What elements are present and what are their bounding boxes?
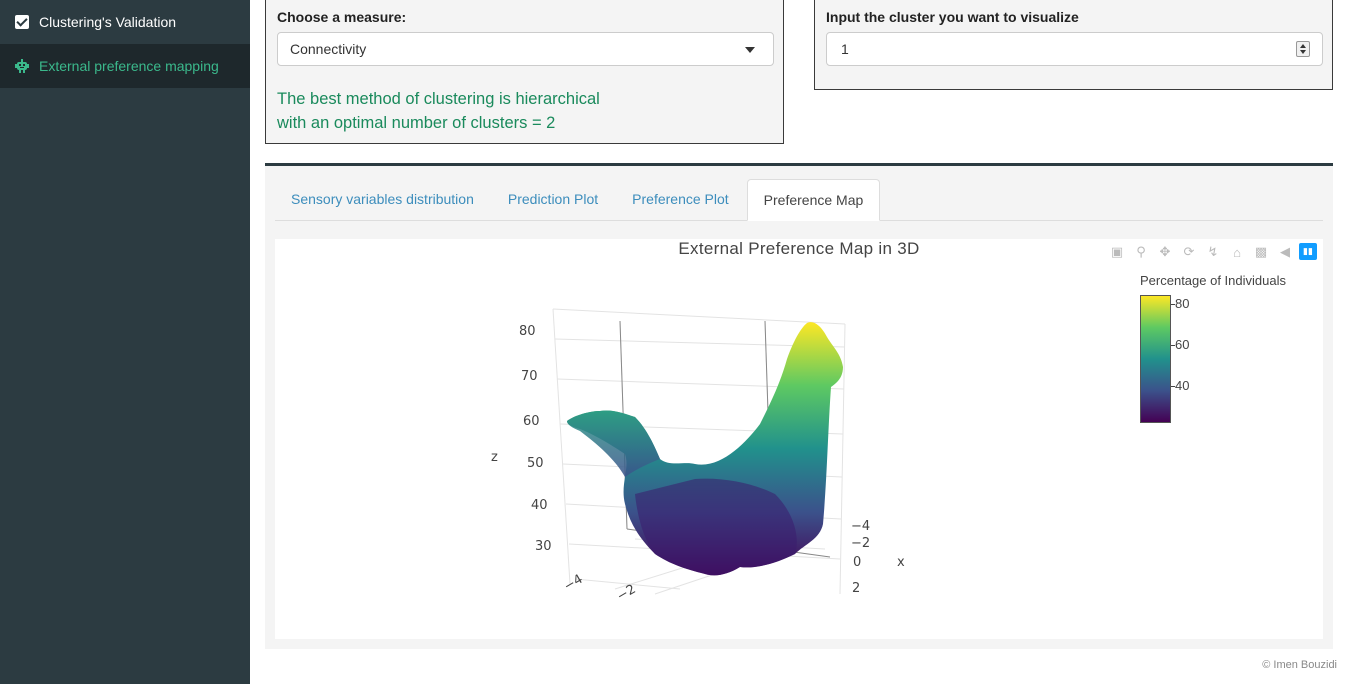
measure-label: Choose a measure: <box>277 9 407 25</box>
colorbar-tick-label: 80 <box>1175 296 1190 311</box>
x-tick-label: 2 <box>852 581 860 596</box>
home-icon[interactable]: ⌂ <box>1233 244 1241 260</box>
tab-preference-plot[interactable]: Preference Plot <box>632 191 729 207</box>
result-line-1: The best method of clustering is hierarc… <box>277 90 600 108</box>
colorbar-tickmark <box>1171 345 1175 346</box>
best-method-text: The best method of clustering is hierarc… <box>277 87 600 135</box>
cluster-number-input[interactable]: 1 <box>826 32 1323 66</box>
pan-icon[interactable]: ✥ <box>1159 244 1171 259</box>
plotly-logo-icon[interactable]: ▮▮ <box>1299 243 1317 260</box>
result-line-2: with an optimal number of clusters = 2 <box>277 114 556 132</box>
tab-box: Sensory variables distribution Predictio… <box>265 163 1333 649</box>
robot-icon <box>15 59 29 73</box>
tab-prediction-plot[interactable]: Prediction Plot <box>507 191 599 207</box>
measure-select-value: Connectivity <box>290 41 367 57</box>
measure-box: Choose a measure: Connectivity The best … <box>265 0 784 144</box>
x-ticks: −4 −2 0 2 <box>851 519 870 596</box>
tab-bar: Sensory variables distribution Predictio… <box>275 179 1323 221</box>
cluster-box: Input the cluster you want to visualize … <box>814 0 1333 90</box>
footer-credit: © Imen Bouzidi <box>1262 659 1337 671</box>
z-ticks: 80 70 60 50 40 30 <box>519 324 552 554</box>
sidebar-item-label: External preference mapping <box>39 58 219 74</box>
surface-3d-plot[interactable]: z 80 70 60 50 40 30 x −4 −2 0 2 −4 <box>275 239 975 639</box>
zoom-icon[interactable]: ⚲ <box>1136 244 1146 259</box>
colorbar-tick-label: 40 <box>1175 378 1190 393</box>
y-tick-label: −4 <box>562 572 586 595</box>
cluster-number-value: 1 <box>841 41 849 57</box>
x-tick-label: −4 <box>851 519 870 534</box>
chart-title: External Preference Map in 3D <box>678 239 920 258</box>
z-tick-label: 60 <box>523 414 540 429</box>
chevron-down-icon <box>745 47 755 53</box>
check-square-icon <box>15 15 29 29</box>
camera-icon[interactable]: ▣ <box>1110 244 1124 259</box>
colorbar <box>1140 295 1171 423</box>
orbit-rotate-icon[interactable]: ⟳ <box>1183 244 1195 259</box>
sidebar: Clustering's Validation External prefere… <box>0 0 250 684</box>
surface-valley <box>635 478 797 576</box>
plot-modebar: ▣ ⚲ ✥ ⟳ ↯ ⌂ ▩ ◀ ▮▮ <box>1107 243 1317 261</box>
hover-tag-icon[interactable]: ◀ <box>1280 244 1290 259</box>
sidebar-item-clustering-validation[interactable]: Clustering's Validation <box>0 0 250 44</box>
z-axis-label: z <box>491 450 498 465</box>
main-content: Choose a measure: Connectivity The best … <box>250 0 1349 684</box>
cluster-label: Input the cluster you want to visualize <box>826 9 1079 25</box>
measure-select[interactable]: Connectivity <box>277 32 774 66</box>
video-camera-icon[interactable]: ▩ <box>1254 244 1268 259</box>
turntable-icon[interactable]: ↯ <box>1207 244 1219 259</box>
z-tick-label: 70 <box>521 369 538 384</box>
tab-preference-map[interactable]: Preference Map <box>746 179 881 221</box>
surface-left-ridge <box>567 410 660 477</box>
x-tick-label: −2 <box>851 536 870 551</box>
colorbar-tickmark <box>1171 386 1175 387</box>
sidebar-item-label: Clustering's Validation <box>39 14 177 30</box>
plot-area[interactable]: External Preference Map in 3D ▣ ⚲ ✥ ⟳ ↯ … <box>275 239 1323 639</box>
x-axis-label: x <box>897 555 905 570</box>
z-tick-label: 50 <box>527 456 544 471</box>
tab-sensory-variables-distribution[interactable]: Sensory variables distribution <box>291 191 474 207</box>
sidebar-item-external-preference-mapping[interactable]: External preference mapping <box>0 44 250 88</box>
spinner-icon[interactable] <box>1296 41 1310 57</box>
z-tick-label: 30 <box>535 539 552 554</box>
colorbar-tickmark <box>1171 304 1175 305</box>
z-tick-label: 80 <box>519 324 536 339</box>
z-tick-label: 40 <box>531 498 548 513</box>
x-tick-label: 0 <box>853 555 861 570</box>
colorbar-title: Percentage of Individuals <box>1140 273 1286 288</box>
colorbar-tick-label: 60 <box>1175 337 1190 352</box>
